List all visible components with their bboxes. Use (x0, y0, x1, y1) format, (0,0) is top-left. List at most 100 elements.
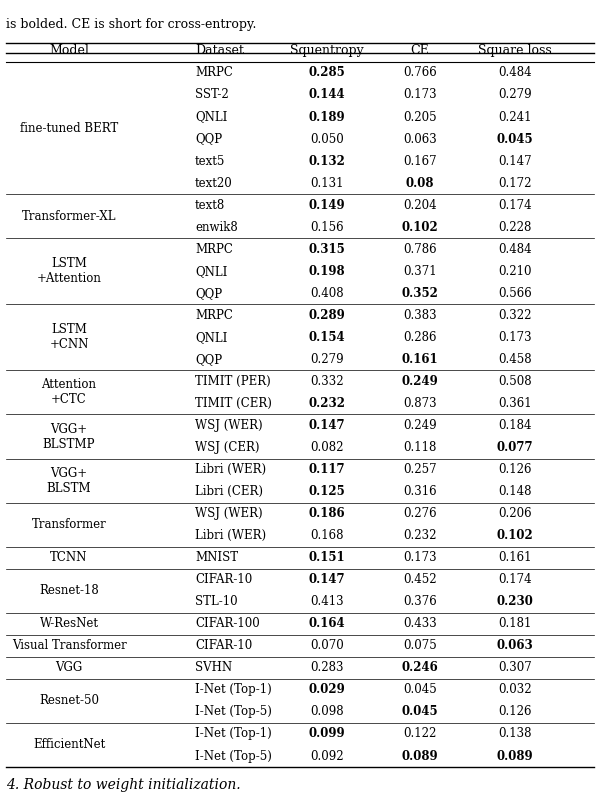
Text: 0.315: 0.315 (308, 243, 346, 255)
Text: TIMIT (CER): TIMIT (CER) (195, 397, 272, 410)
Text: text5: text5 (195, 155, 226, 168)
Text: Model: Model (49, 45, 89, 57)
Text: SVHN: SVHN (195, 662, 232, 674)
Text: 0.161: 0.161 (498, 551, 532, 564)
Text: Squentropy: Squentropy (290, 45, 364, 57)
Text: 0.181: 0.181 (498, 618, 532, 630)
Text: 0.147: 0.147 (498, 155, 532, 168)
Text: 0.138: 0.138 (498, 728, 532, 741)
Text: VGG: VGG (55, 662, 83, 674)
Text: 0.089: 0.089 (401, 749, 439, 763)
Text: Transformer: Transformer (32, 518, 106, 531)
Text: WSJ (CER): WSJ (CER) (195, 441, 260, 454)
Text: TCNN: TCNN (50, 551, 88, 564)
Text: 0.322: 0.322 (498, 309, 532, 322)
Text: 0.249: 0.249 (401, 375, 439, 388)
Text: 0.452: 0.452 (403, 573, 437, 587)
Text: 0.032: 0.032 (498, 683, 532, 697)
Text: QQP: QQP (195, 353, 222, 366)
Text: enwik8: enwik8 (195, 221, 238, 234)
Text: 0.484: 0.484 (498, 243, 532, 255)
Text: 4. Robust to weight initialization.: 4. Robust to weight initialization. (6, 777, 241, 792)
Text: is bolded. CE is short for cross-entropy.: is bolded. CE is short for cross-entropy… (6, 18, 256, 30)
Text: Transformer-XL: Transformer-XL (22, 210, 116, 223)
Text: I-Net (Top-5): I-Net (Top-5) (195, 749, 272, 763)
Text: 0.102: 0.102 (401, 221, 439, 234)
Text: 0.063: 0.063 (496, 639, 533, 652)
Text: 0.249: 0.249 (403, 419, 437, 432)
Text: 0.285: 0.285 (308, 66, 346, 80)
Text: 0.029: 0.029 (308, 683, 346, 697)
Text: 0.075: 0.075 (403, 639, 437, 652)
Text: 0.045: 0.045 (496, 132, 533, 145)
Text: 0.205: 0.205 (403, 110, 437, 124)
Text: SST-2: SST-2 (195, 89, 229, 101)
Text: 0.307: 0.307 (498, 662, 532, 674)
Text: 0.173: 0.173 (403, 89, 437, 101)
Text: MRPC: MRPC (195, 66, 233, 80)
Text: 0.168: 0.168 (310, 529, 344, 542)
Text: 0.102: 0.102 (496, 529, 533, 542)
Text: LSTM
+Attention: LSTM +Attention (37, 257, 101, 285)
Text: 0.092: 0.092 (310, 749, 344, 763)
Text: 0.117: 0.117 (308, 463, 346, 476)
Text: 0.154: 0.154 (308, 331, 346, 344)
Text: 0.089: 0.089 (496, 749, 533, 763)
Text: I-Net (Top-5): I-Net (Top-5) (195, 705, 272, 718)
Text: 0.228: 0.228 (498, 221, 532, 234)
Text: LSTM
+CNN: LSTM +CNN (49, 323, 89, 351)
Text: 0.279: 0.279 (498, 89, 532, 101)
Text: 0.433: 0.433 (403, 618, 437, 630)
Text: 0.125: 0.125 (308, 485, 346, 498)
Text: QNLI: QNLI (195, 331, 227, 344)
Text: 0.286: 0.286 (403, 331, 437, 344)
Text: I-Net (Top-1): I-Net (Top-1) (195, 728, 272, 741)
Text: 0.149: 0.149 (308, 199, 346, 211)
Text: QQP: QQP (195, 286, 222, 300)
Text: 0.276: 0.276 (403, 508, 437, 520)
Text: 0.132: 0.132 (308, 155, 346, 168)
Text: I-Net (Top-1): I-Net (Top-1) (195, 683, 272, 697)
Text: 0.082: 0.082 (310, 441, 344, 454)
Text: 0.210: 0.210 (498, 265, 532, 278)
Text: CE: CE (410, 45, 430, 57)
Text: 0.126: 0.126 (498, 705, 532, 718)
Text: 0.371: 0.371 (403, 265, 437, 278)
Text: 0.126: 0.126 (498, 463, 532, 476)
Text: 0.458: 0.458 (498, 353, 532, 366)
Text: MRPC: MRPC (195, 243, 233, 255)
Text: 0.484: 0.484 (498, 66, 532, 80)
Text: 0.098: 0.098 (310, 705, 344, 718)
Text: 0.257: 0.257 (403, 463, 437, 476)
Text: CIFAR-100: CIFAR-100 (195, 618, 260, 630)
Text: 0.786: 0.786 (403, 243, 437, 255)
Text: QQP: QQP (195, 132, 222, 145)
Text: 0.077: 0.077 (496, 441, 533, 454)
Text: 0.174: 0.174 (498, 199, 532, 211)
Text: 0.246: 0.246 (401, 662, 439, 674)
Text: MNIST: MNIST (195, 551, 238, 564)
Text: 0.070: 0.070 (310, 639, 344, 652)
Text: 0.186: 0.186 (308, 508, 346, 520)
Text: 0.332: 0.332 (310, 375, 344, 388)
Text: 0.099: 0.099 (308, 728, 346, 741)
Text: 0.376: 0.376 (403, 595, 437, 608)
Text: Resnet-50: Resnet-50 (39, 694, 99, 708)
Text: 0.383: 0.383 (403, 309, 437, 322)
Text: 0.289: 0.289 (308, 309, 346, 322)
Text: Visual Transformer: Visual Transformer (11, 639, 127, 652)
Text: W-ResNet: W-ResNet (40, 618, 98, 630)
Text: EfficientNet: EfficientNet (33, 738, 105, 752)
Text: text8: text8 (195, 199, 225, 211)
Text: 0.184: 0.184 (498, 419, 532, 432)
Text: TIMIT (PER): TIMIT (PER) (195, 375, 271, 388)
Text: 0.147: 0.147 (308, 419, 346, 432)
Text: VGG+
BLSTM: VGG+ BLSTM (47, 467, 91, 495)
Text: CIFAR-10: CIFAR-10 (195, 573, 252, 587)
Text: Attention
+CTC: Attention +CTC (41, 378, 97, 406)
Text: 0.122: 0.122 (403, 728, 437, 741)
Text: 0.508: 0.508 (498, 375, 532, 388)
Text: 0.156: 0.156 (310, 221, 344, 234)
Text: 0.172: 0.172 (498, 176, 532, 190)
Text: 0.206: 0.206 (498, 508, 532, 520)
